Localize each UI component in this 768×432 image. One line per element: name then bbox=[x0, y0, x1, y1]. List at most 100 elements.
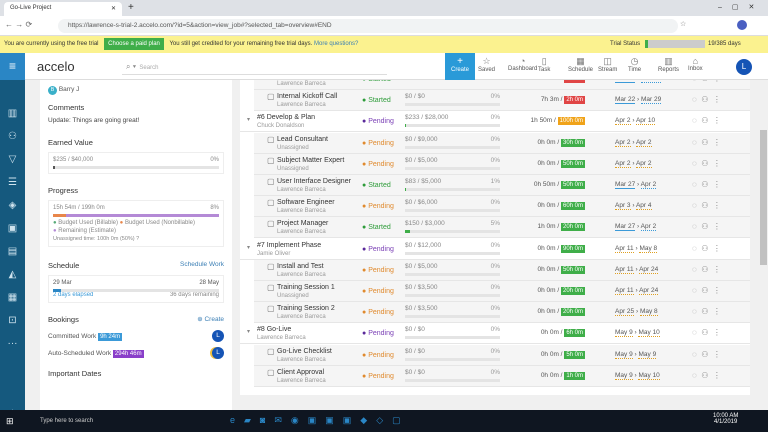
more-options-icon[interactable]: ⋮ bbox=[712, 95, 721, 105]
status-badge[interactable]: ● Pending bbox=[362, 160, 394, 168]
comment-icon[interactable]: ◌ bbox=[692, 158, 697, 168]
assign-users-icon[interactable]: ⚇ bbox=[701, 243, 709, 253]
nav-task[interactable]: ▯ Task bbox=[538, 56, 550, 73]
comment-icon[interactable]: ◌ bbox=[692, 137, 697, 147]
taskbar-search[interactable]: Type here to search bbox=[40, 418, 94, 424]
more-options-icon[interactable]: ⋮ bbox=[712, 328, 721, 338]
assign-users-icon[interactable]: ⚇ bbox=[701, 80, 708, 83]
assign-users-icon[interactable]: ⚇ bbox=[701, 307, 709, 317]
choose-plan-button[interactable]: Choose a paid plan bbox=[104, 38, 164, 50]
date-range[interactable]: May 9 › May 9 bbox=[615, 350, 657, 359]
more-options-icon[interactable]: ⋮ bbox=[712, 286, 721, 295]
reports-icon[interactable]: ◭ bbox=[8, 269, 17, 280]
status-badge[interactable]: ● Pending bbox=[362, 372, 394, 380]
row-title[interactable]: Training Session 1 bbox=[277, 284, 335, 291]
taskbar-apps[interactable]: e▰◙✉◉▣▣▣◆◇▢ bbox=[230, 415, 410, 425]
comment-icon[interactable]: ◌ bbox=[692, 95, 697, 105]
assign-users-icon[interactable]: ⚇ bbox=[701, 222, 709, 232]
comment-icon[interactable]: ◌ bbox=[692, 222, 697, 232]
status-badge[interactable]: ● Pending bbox=[362, 288, 394, 295]
comment-icon[interactable]: ◌ bbox=[692, 264, 697, 274]
collapse-icon[interactable]: ▾ bbox=[247, 117, 251, 124]
status-badge[interactable]: ● Pending bbox=[362, 309, 394, 317]
more-options-icon[interactable]: ⋮ bbox=[712, 137, 721, 147]
comment-icon[interactable]: ◌ bbox=[692, 243, 697, 253]
user-avatar[interactable]: L bbox=[212, 347, 224, 359]
status-badge[interactable]: ● Pending bbox=[362, 266, 394, 274]
nav-time[interactable]: ◷ Time bbox=[628, 56, 641, 73]
status-badge[interactable]: ● Started bbox=[362, 182, 391, 189]
retainers-icon[interactable]: ▣ bbox=[7, 223, 18, 234]
assign-users-icon[interactable]: ⚇ bbox=[701, 370, 709, 380]
date-range[interactable]: Apr 2 › Apr 2 bbox=[615, 159, 652, 168]
assign-users-icon[interactable]: ⚇ bbox=[701, 95, 709, 105]
date-range[interactable]: Apr 2 › Apr 2 bbox=[615, 138, 652, 147]
invoices-icon[interactable]: ▤ bbox=[7, 246, 18, 257]
windows-start-icon[interactable]: ⊞ bbox=[6, 416, 14, 426]
help-icon[interactable]: ? bbox=[136, 236, 140, 242]
date-range[interactable]: Apr 11 › Apr 24 bbox=[615, 287, 659, 295]
status-badge[interactable]: ● Started bbox=[362, 97, 391, 105]
date-range[interactable]: Apr 11 › May 8 bbox=[615, 244, 658, 253]
sales-funnel-icon[interactable]: ▽ bbox=[8, 154, 17, 165]
more-options-icon[interactable]: ⋮ bbox=[712, 349, 721, 359]
more-options-icon[interactable]: ⋮ bbox=[712, 370, 721, 380]
assign-users-icon[interactable]: ⚇ bbox=[701, 137, 709, 147]
date-range[interactable]: Apr 25 › May 8 bbox=[615, 308, 658, 317]
avatar[interactable]: L bbox=[736, 59, 752, 75]
user-avatar[interactable]: L bbox=[212, 330, 224, 342]
collapse-icon[interactable]: ▾ bbox=[247, 244, 251, 251]
date-range[interactable]: Apr 2 › Apr 10 bbox=[615, 117, 656, 126]
task-row[interactable]: ▢ User Interface Designer Lawrence Barreca… bbox=[254, 175, 750, 196]
assign-users-icon[interactable]: ⚇ bbox=[701, 286, 709, 295]
task-row[interactable]: ▢Lawrence Barreca● Started28h 0m / 1h 0m… bbox=[254, 80, 750, 90]
comment-icon[interactable]: ◌ bbox=[692, 349, 697, 359]
browser-tab[interactable]: Go-Live Project ✕ bbox=[4, 2, 122, 16]
comment-icon[interactable]: ◌ bbox=[692, 328, 697, 338]
more-options-icon[interactable]: ⋮ bbox=[712, 264, 721, 274]
date-range[interactable]: Mar 22 › Mar 29 bbox=[615, 96, 662, 105]
close-tab-icon[interactable]: ✕ bbox=[110, 6, 116, 12]
task-row[interactable]: ▢ Training Session 2 Lawrence Barreca ● Pen… bbox=[254, 302, 750, 324]
row-title[interactable]: User Interface Designer bbox=[277, 178, 351, 185]
row-title[interactable]: Go-Live Checklist bbox=[277, 347, 332, 355]
more-options-icon[interactable]: ⋮ bbox=[712, 180, 721, 189]
nav-buttons[interactable]: ← → ⟳ bbox=[5, 20, 33, 29]
create-button[interactable]: + Create bbox=[445, 53, 475, 80]
more-options-icon[interactable]: ⋮ bbox=[712, 116, 721, 126]
nav-dashboard[interactable]: ◔ Dashboard bbox=[508, 56, 537, 72]
assign-users-icon[interactable]: ⚇ bbox=[701, 158, 709, 168]
more-icon[interactable]: ··· bbox=[7, 338, 18, 349]
row-title[interactable]: #6 Develop & Plan bbox=[257, 114, 315, 122]
task-row[interactable]: ▢ Subject Matter Expert Unassigned ● Pendin… bbox=[254, 153, 750, 175]
status-badge[interactable]: ● Pending bbox=[362, 118, 394, 126]
task-row[interactable]: ▢ Client Approval Lawrence Barreca ● Pendin… bbox=[254, 365, 750, 387]
more-options-icon[interactable]: ⋮ bbox=[712, 222, 721, 232]
more-questions-link[interactable]: More questions? bbox=[313, 41, 359, 47]
assign-users-icon[interactable]: ⚇ bbox=[701, 264, 709, 274]
task-row[interactable]: ▢ Software Engineer Lawrence Barreca ● Pend… bbox=[254, 196, 750, 218]
menu-icon[interactable]: ≡ bbox=[0, 53, 25, 80]
more-options-icon[interactable]: ⋮ bbox=[712, 158, 721, 168]
comment-icon[interactable]: ◌ bbox=[692, 201, 697, 211]
url-input[interactable]: https://lawrence-s-trial-2.accelo.com/?i… bbox=[58, 19, 678, 33]
status-badge[interactable]: ● Pending bbox=[362, 330, 394, 338]
bookings-create-button[interactable]: ⊕ Create bbox=[197, 316, 224, 323]
nav-inbox[interactable]: ⌂ Inbox bbox=[688, 56, 703, 72]
billing-icon[interactable]: ▦ bbox=[7, 292, 18, 303]
schedule-work-link[interactable]: Schedule Work bbox=[180, 261, 224, 268]
status-badge[interactable]: ● Pending bbox=[362, 139, 394, 147]
status-badge[interactable]: ● Pending bbox=[362, 351, 394, 359]
assign-users-icon[interactable]: ⚇ bbox=[701, 328, 709, 338]
nav-saved[interactable]: ☆ Saved bbox=[478, 56, 495, 73]
briefcase-icon[interactable]: ⊡ bbox=[8, 315, 17, 326]
collapse-icon[interactable]: ▾ bbox=[247, 329, 251, 336]
comment-icon[interactable]: ◌ bbox=[692, 286, 697, 295]
tickets-icon[interactable]: ◈ bbox=[8, 200, 17, 211]
task-row[interactable]: ▢ Training Session 1 Unassigned ● Pending $0… bbox=[254, 281, 750, 302]
row-title[interactable]: Software Engineer bbox=[277, 199, 335, 207]
more-options-icon[interactable]: ⋮ bbox=[713, 80, 721, 83]
dashboard-icon[interactable]: ▥ bbox=[7, 108, 18, 119]
assign-users-icon[interactable]: ⚇ bbox=[701, 201, 709, 211]
nav-stream[interactable]: ◫ Stream bbox=[598, 56, 617, 73]
